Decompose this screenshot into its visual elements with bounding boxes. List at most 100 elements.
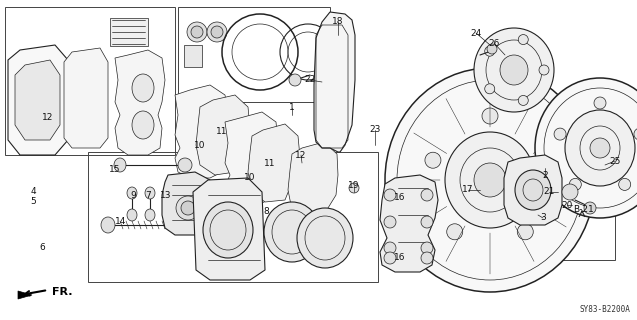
Text: 18: 18 xyxy=(333,18,344,27)
Ellipse shape xyxy=(517,224,533,240)
Text: 17: 17 xyxy=(462,186,474,195)
Ellipse shape xyxy=(176,196,200,220)
Ellipse shape xyxy=(421,216,433,228)
Text: 8: 8 xyxy=(263,206,269,215)
Ellipse shape xyxy=(385,68,595,292)
Ellipse shape xyxy=(145,187,155,199)
Ellipse shape xyxy=(264,202,320,262)
Ellipse shape xyxy=(487,44,497,54)
Text: 2: 2 xyxy=(542,172,548,180)
Ellipse shape xyxy=(565,110,635,186)
Text: 11: 11 xyxy=(216,127,228,137)
Ellipse shape xyxy=(474,163,506,197)
Text: 12: 12 xyxy=(42,114,54,123)
Text: 15: 15 xyxy=(110,165,121,174)
Bar xyxy=(184,45,202,67)
Polygon shape xyxy=(314,12,355,152)
Ellipse shape xyxy=(539,65,549,75)
Text: 16: 16 xyxy=(394,253,406,262)
Polygon shape xyxy=(115,50,165,155)
Ellipse shape xyxy=(584,202,596,214)
Text: 4: 4 xyxy=(30,187,36,196)
Bar xyxy=(5,7,175,155)
Polygon shape xyxy=(175,85,228,178)
Ellipse shape xyxy=(145,209,155,221)
Text: 11: 11 xyxy=(264,158,276,167)
Text: 25: 25 xyxy=(610,156,620,165)
Text: 6: 6 xyxy=(39,244,45,252)
Polygon shape xyxy=(64,48,108,148)
Text: FR.: FR. xyxy=(52,287,73,297)
Text: 24: 24 xyxy=(470,28,482,37)
Ellipse shape xyxy=(447,224,462,240)
Text: B-21: B-21 xyxy=(573,205,594,214)
Ellipse shape xyxy=(191,26,203,38)
Text: 13: 13 xyxy=(161,190,172,199)
Ellipse shape xyxy=(554,128,566,140)
Text: 26: 26 xyxy=(489,38,499,47)
Text: 23: 23 xyxy=(369,125,381,134)
Text: 22: 22 xyxy=(304,76,315,84)
Text: 12: 12 xyxy=(296,150,306,159)
Ellipse shape xyxy=(289,74,301,86)
Ellipse shape xyxy=(132,74,154,102)
Ellipse shape xyxy=(211,26,223,38)
Text: 3: 3 xyxy=(540,213,546,222)
Polygon shape xyxy=(8,45,68,155)
Ellipse shape xyxy=(562,184,578,200)
Ellipse shape xyxy=(569,179,582,190)
Ellipse shape xyxy=(421,242,433,254)
Ellipse shape xyxy=(474,28,554,112)
Ellipse shape xyxy=(421,189,433,201)
Polygon shape xyxy=(193,178,265,280)
Text: 19: 19 xyxy=(348,181,360,190)
Text: 7: 7 xyxy=(145,191,151,201)
Text: 14: 14 xyxy=(115,218,127,227)
Ellipse shape xyxy=(519,95,528,105)
Ellipse shape xyxy=(384,189,396,201)
Ellipse shape xyxy=(384,242,396,254)
Ellipse shape xyxy=(515,170,551,210)
Ellipse shape xyxy=(445,132,535,228)
Ellipse shape xyxy=(187,22,207,42)
Text: 1: 1 xyxy=(289,103,295,113)
Polygon shape xyxy=(18,291,32,299)
Ellipse shape xyxy=(203,202,253,258)
Ellipse shape xyxy=(297,208,353,268)
Ellipse shape xyxy=(207,22,227,42)
Ellipse shape xyxy=(590,138,610,158)
Bar xyxy=(440,95,615,260)
Bar xyxy=(178,7,330,102)
Ellipse shape xyxy=(539,152,555,168)
Ellipse shape xyxy=(482,108,498,124)
Polygon shape xyxy=(196,95,250,175)
Bar xyxy=(110,18,148,46)
Ellipse shape xyxy=(634,128,637,140)
Ellipse shape xyxy=(349,183,359,193)
Polygon shape xyxy=(162,172,215,235)
Ellipse shape xyxy=(500,55,528,85)
Ellipse shape xyxy=(384,216,396,228)
Ellipse shape xyxy=(619,179,631,190)
Ellipse shape xyxy=(114,158,126,172)
Bar xyxy=(322,28,328,44)
Ellipse shape xyxy=(384,252,396,264)
Text: 21: 21 xyxy=(543,188,555,196)
Text: 10: 10 xyxy=(194,140,206,149)
Text: 20: 20 xyxy=(561,201,573,210)
Polygon shape xyxy=(225,112,278,204)
Ellipse shape xyxy=(127,187,137,199)
Polygon shape xyxy=(248,124,300,202)
Ellipse shape xyxy=(132,111,154,139)
Ellipse shape xyxy=(421,252,433,264)
Text: 16: 16 xyxy=(394,194,406,203)
Polygon shape xyxy=(380,175,438,272)
Ellipse shape xyxy=(178,158,192,172)
Text: SY83-B2200A: SY83-B2200A xyxy=(579,306,630,315)
Ellipse shape xyxy=(519,35,528,44)
Bar xyxy=(88,152,378,282)
Polygon shape xyxy=(504,155,562,225)
Ellipse shape xyxy=(181,201,195,215)
Ellipse shape xyxy=(485,84,495,94)
Ellipse shape xyxy=(101,217,115,233)
